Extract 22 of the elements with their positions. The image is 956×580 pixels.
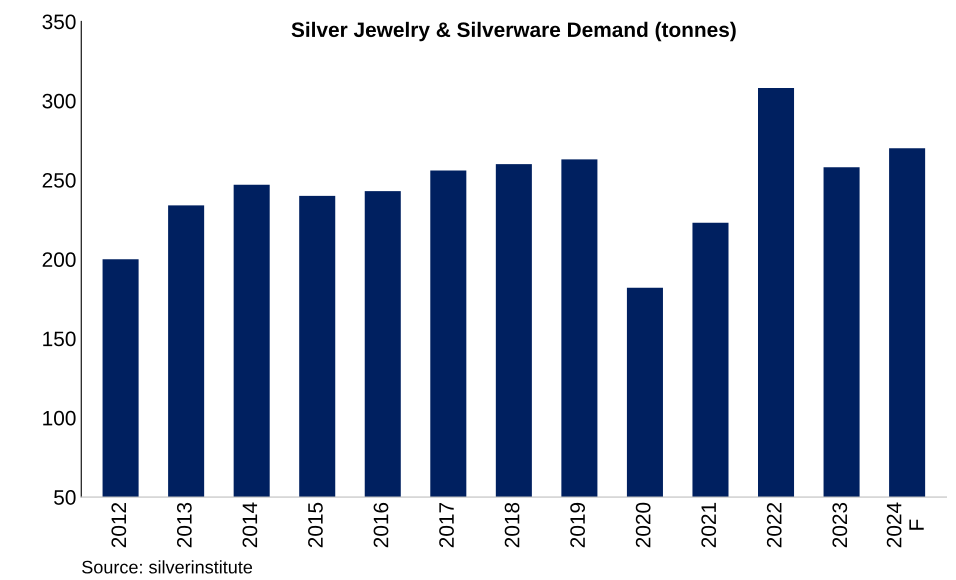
y-tick-label: 50 xyxy=(54,490,76,505)
x-tick-label: 2022 xyxy=(766,502,782,548)
x-tick-label: 2023 xyxy=(832,502,848,548)
x-tick-label: 2024 F xyxy=(886,502,924,548)
x-tick-label: 2019 xyxy=(570,502,585,548)
x-tick-label: 2015 xyxy=(308,502,323,548)
x-tick-label: 2020 xyxy=(636,502,651,548)
y-tick-label: 100 xyxy=(43,410,76,426)
x-tick-label: 2018 xyxy=(504,502,520,548)
y-tick-label: 200 xyxy=(42,252,76,268)
source-note: Source: silverinstitute xyxy=(82,560,252,574)
y-tick-label: 300 xyxy=(42,94,76,108)
x-tick-label: 2016 xyxy=(374,502,388,548)
x-tick-label: 2013 xyxy=(176,502,192,548)
x-tick-label: 2014 xyxy=(242,502,258,548)
chart-title: Silver Jewelry & Silverware Demand (tonnes) xyxy=(292,22,736,42)
x-tick-label: 2017 xyxy=(439,502,454,548)
y-tick-label: 350 xyxy=(42,14,76,30)
x-tick-label: 2012 xyxy=(111,502,126,548)
y-tick-label: 150 xyxy=(43,332,76,346)
x-tick-label: 2021 xyxy=(701,502,716,548)
y-tick-label: 250 xyxy=(42,172,76,188)
